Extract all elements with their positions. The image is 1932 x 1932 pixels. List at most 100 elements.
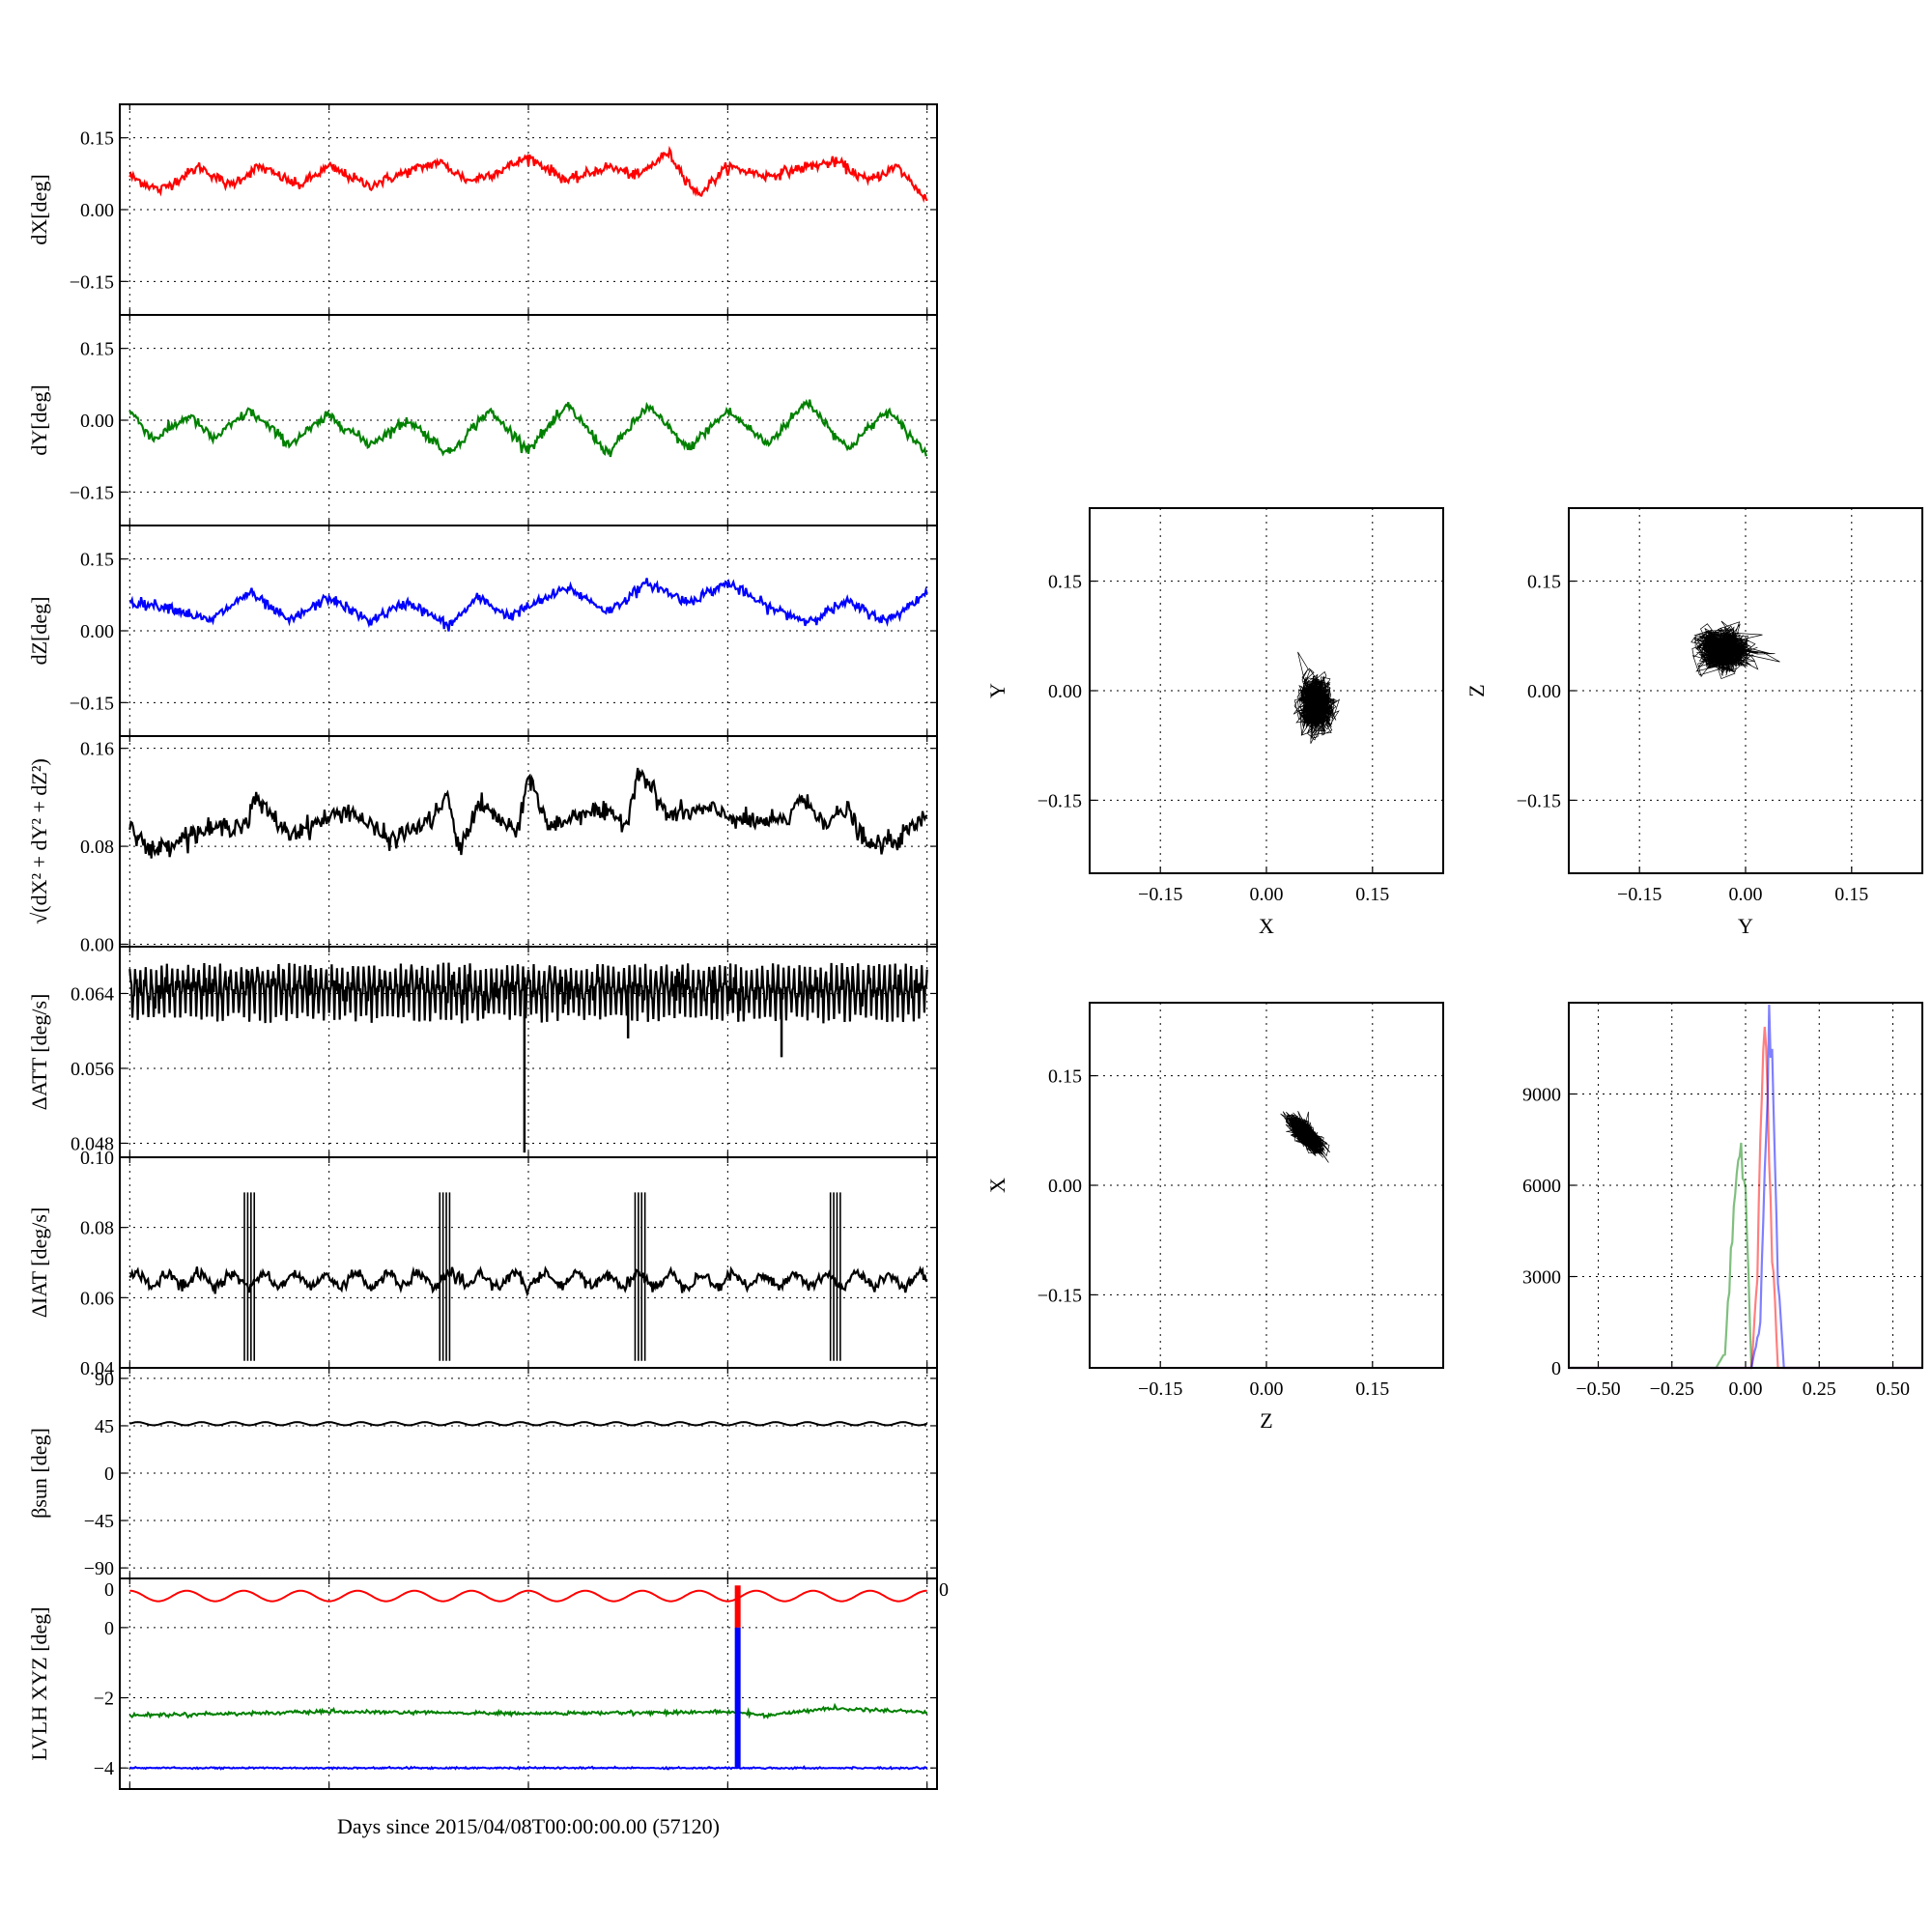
axes-frame (1568, 507, 1923, 874)
y-tick-label: 45 (95, 1416, 114, 1437)
panel-dmag: 0.00 0.08 0.16 √(dX² + dY² + dZ²) (27, 735, 938, 955)
y-tick-label: 0 (1551, 1358, 1561, 1379)
series-line (128, 1421, 927, 1427)
y-tick-label: −0.15 (70, 482, 114, 503)
panel-lvlh: −4 −2 0 0 0 LVLH XYZ [deg] Days since 2015/04/… (27, 1577, 949, 1838)
axes-frame (1089, 1002, 1444, 1369)
y-tick-label: 0.064 (71, 983, 114, 1005)
y-tick-label: 9000 (1522, 1085, 1561, 1106)
x-tick-label: 0.00 (1729, 884, 1763, 905)
panel-scatter_zx: −0.15 0.00 0.15 −0.15 0.00 0.15 Z X (985, 1002, 1444, 1433)
panel-histogram: −0.50 −0.25 0.00 0.25 0.50 0 3000 6000 9000 (1522, 1002, 1923, 1400)
y-axis-label: dY[deg] (27, 384, 51, 455)
y-tick-label: −4 (94, 1758, 114, 1779)
y-axis-label: LVLH XYZ [deg] (27, 1606, 51, 1760)
y-tick-label: 0.00 (80, 200, 114, 221)
panel-diat: 0.04 0.06 0.08 0.10 ΔIAT [deg/s] (27, 1148, 938, 1379)
panel-datt: 0.048 0.056 0.064 ΔATT [deg/s] (27, 946, 938, 1158)
y-tick-label: −0.15 (1517, 790, 1561, 811)
y-tick-label: 0.04 (80, 1358, 114, 1379)
series-line (128, 1702, 928, 1719)
y-axis-label: ΔIAT [deg/s] (27, 1208, 51, 1319)
y-tick-label: 0.15 (1048, 572, 1082, 593)
y-axis-label: ΔATT [deg/s] (27, 994, 51, 1111)
x-tick-label: 0.25 (1803, 1378, 1836, 1400)
series-line (128, 1765, 928, 1771)
panel-scatter_yz: −0.15 0.00 0.15 −0.15 0.00 0.15 Y Z (1464, 507, 1923, 938)
x-tick-label: −0.50 (1576, 1378, 1620, 1400)
y-tick-label: 0.16 (80, 739, 114, 760)
y-tick-label: −0.15 (1037, 1285, 1082, 1306)
y-tick-label: 0.00 (80, 411, 114, 432)
y-tick-label: 0.048 (71, 1133, 114, 1154)
y-tick-label: −0.15 (70, 271, 114, 293)
panel-dy: −0.15 0.00 0.15 dY[deg] (27, 314, 938, 526)
y-tick-label: 0.00 (1048, 681, 1082, 702)
y-tick-label: 0.15 (80, 550, 114, 571)
y-tick-label: −0.15 (1037, 790, 1082, 811)
scatter-trace (1690, 620, 1780, 680)
y-axis-label: √(dX² + dY² + dZ²) (27, 758, 51, 924)
x-tick-label: 0.00 (1729, 1378, 1763, 1400)
y-axis-label: Z (1464, 684, 1489, 696)
scatter-trace (1280, 1111, 1331, 1163)
x-tick-label: −0.15 (1617, 884, 1662, 905)
y-tick-label: 0.00 (1048, 1176, 1082, 1197)
x-tick-label: −0.15 (1138, 1378, 1182, 1400)
series-line (128, 1265, 928, 1297)
axes-frame (119, 1577, 938, 1790)
series-line (129, 578, 928, 632)
y-tick-label: 0.00 (80, 934, 114, 955)
x-tick-label: 0.00 (1250, 1378, 1284, 1400)
series-line (128, 767, 928, 859)
y-tick-label: 0.15 (80, 339, 114, 360)
y-axis-label: X (985, 1178, 1009, 1193)
y-tick-label: 3000 (1522, 1267, 1561, 1289)
y-tick-label: 0.056 (71, 1059, 114, 1080)
x-axis-label: X (1259, 914, 1274, 938)
x-tick-label: 0.50 (1876, 1378, 1910, 1400)
series-line (128, 399, 928, 458)
panel-beta: −90 −45 0 45 90 βsun [deg] (27, 1367, 938, 1579)
axes-frame (119, 735, 938, 948)
y-axis-label: dX[deg] (27, 174, 51, 244)
y-tick-label: −0.15 (70, 693, 114, 714)
panel-dz: −0.15 0.00 0.15 dZ[deg] (27, 525, 938, 737)
y-axis-label: dZ[deg] (27, 597, 51, 666)
x-tick-label: −0.25 (1650, 1378, 1694, 1400)
y-tick-label: 6000 (1522, 1176, 1561, 1197)
series-line (129, 1589, 927, 1603)
y-axis-label: Y (985, 683, 1009, 698)
series-line (128, 145, 928, 204)
x-axis-label: Z (1260, 1408, 1272, 1433)
y-axis-label: βsun [deg] (27, 1428, 51, 1519)
y-tick-label: 0 (104, 1618, 114, 1639)
x-tick-label: 0.15 (1355, 884, 1389, 905)
axes-frame (119, 1156, 938, 1369)
axes-frame (1568, 1002, 1923, 1369)
extra-tick-label: 0 (104, 1579, 114, 1601)
y-tick-label: 0 (104, 1463, 114, 1485)
x-tick-label: 0.15 (1834, 884, 1868, 905)
y-tick-label: 90 (95, 1369, 114, 1390)
y-tick-label: 0.15 (1048, 1066, 1082, 1088)
series-line (128, 962, 928, 1024)
y-tick-label: 0.06 (80, 1288, 114, 1309)
extra-tick-label: 0 (939, 1579, 949, 1601)
y-tick-label: −45 (84, 1511, 114, 1532)
y-tick-label: 0.08 (80, 1218, 114, 1239)
x-tick-label: −0.15 (1138, 884, 1182, 905)
x-axis-label: Days since 2015/04/08T00:00:00.00 (57120… (337, 1814, 720, 1838)
y-tick-label: 0.00 (80, 621, 114, 642)
x-tick-label: 0.15 (1355, 1378, 1389, 1400)
axes-frame (1089, 507, 1444, 874)
y-tick-label: 0.15 (1527, 572, 1561, 593)
y-tick-label: −90 (84, 1558, 114, 1579)
panel-dx: −0.15 0.00 0.15 dX[deg] (27, 103, 938, 316)
y-tick-label: 0.08 (80, 837, 114, 858)
y-tick-label: 0.10 (80, 1148, 114, 1169)
scatter-trace (1293, 651, 1341, 744)
y-tick-label: −2 (94, 1689, 114, 1710)
y-tick-label: 0.00 (1527, 681, 1561, 702)
